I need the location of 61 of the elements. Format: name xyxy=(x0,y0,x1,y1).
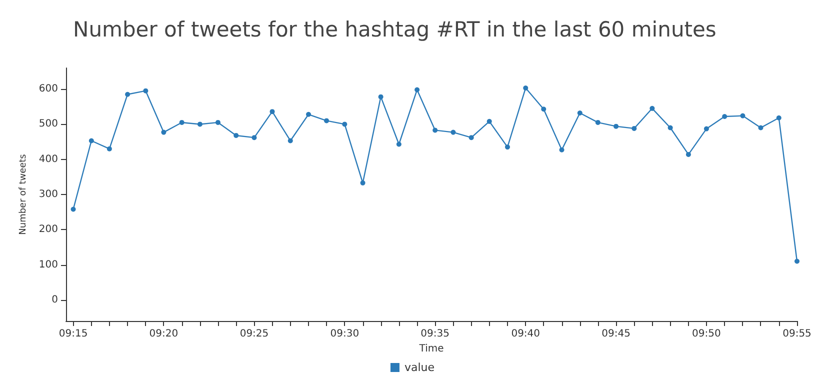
point xyxy=(270,109,275,114)
point xyxy=(595,120,600,125)
point xyxy=(504,144,510,150)
point xyxy=(215,120,220,125)
point xyxy=(179,120,184,125)
y-tick-label: 300 xyxy=(38,189,58,200)
point xyxy=(161,130,166,135)
point xyxy=(468,135,474,140)
point xyxy=(252,135,257,140)
chart-title: Number of tweets for the hashtag #RT in the last 60 minutes xyxy=(73,18,716,42)
point xyxy=(486,118,492,124)
point xyxy=(632,126,637,131)
x-tick-label: 09:40 xyxy=(511,328,540,340)
point xyxy=(577,110,582,116)
point xyxy=(776,115,782,120)
point xyxy=(614,124,619,129)
legend-label: value xyxy=(404,361,435,374)
point xyxy=(559,147,564,152)
point xyxy=(794,258,800,264)
x-tick-label: 09:45 xyxy=(602,328,630,340)
point xyxy=(523,86,528,91)
point xyxy=(125,92,130,97)
point xyxy=(288,138,293,144)
point xyxy=(378,94,384,100)
x-tick-label: 09:30 xyxy=(330,328,360,340)
y-axis-title: Number of tweets xyxy=(18,154,28,235)
y-tick-label: 500 xyxy=(38,118,58,130)
point xyxy=(432,128,438,133)
point xyxy=(650,106,655,111)
point xyxy=(704,126,709,132)
x-tick-label: 09:20 xyxy=(149,328,178,340)
point xyxy=(306,112,312,117)
y-tick-label: 200 xyxy=(38,224,58,236)
point xyxy=(197,122,202,127)
point xyxy=(450,130,456,135)
point xyxy=(234,132,239,138)
point xyxy=(740,113,746,118)
y-tick-label: 100 xyxy=(38,259,58,270)
x-tick-label: 09:35 xyxy=(420,328,450,340)
point xyxy=(722,114,728,119)
x-tick-label: 09:50 xyxy=(692,328,721,340)
point xyxy=(541,106,546,112)
point xyxy=(668,125,673,130)
point xyxy=(414,87,420,92)
x-tick-label: 09:15 xyxy=(58,328,88,340)
point xyxy=(70,206,76,212)
y-tick-label: 400 xyxy=(38,154,58,165)
point xyxy=(324,118,330,124)
x-axis-title: Time xyxy=(418,343,444,354)
point xyxy=(686,152,691,157)
point xyxy=(143,88,148,94)
y-tick-label: 600 xyxy=(38,84,58,95)
point xyxy=(396,142,402,147)
x-tick-label: 09:55 xyxy=(782,328,812,340)
point xyxy=(106,146,112,152)
point xyxy=(758,125,764,130)
y-tick-label: 0 xyxy=(52,294,58,306)
point xyxy=(360,180,366,186)
point xyxy=(88,138,94,144)
x-tick-label: 09:25 xyxy=(240,328,269,340)
point xyxy=(342,122,348,127)
